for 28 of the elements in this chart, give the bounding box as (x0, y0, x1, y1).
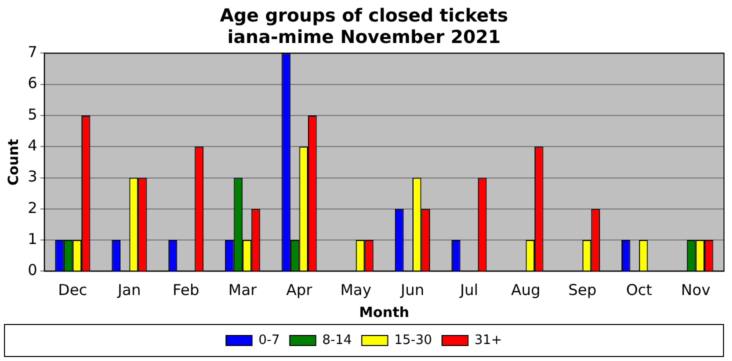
legend-label: 31+ (474, 332, 502, 348)
y-axis-title: Count (6, 138, 22, 186)
x-tick-label: Jun (400, 281, 424, 300)
x-axis-title: Month (359, 305, 410, 322)
y-tick-label: 3 (28, 168, 38, 186)
x-tick-label: Apr (286, 281, 314, 300)
x-tick-label: Feb (172, 281, 200, 300)
y-tick-label: 7 (28, 43, 38, 62)
x-tick-label: Nov (681, 281, 710, 300)
x-tick-label: Dec (58, 281, 88, 300)
x-tick-label: Aug (511, 281, 540, 300)
legend-label: 8-14 (322, 332, 352, 348)
x-tick-label: Jan (116, 281, 141, 300)
y-tick-label: 5 (28, 105, 38, 124)
x-tick-label: Sep (568, 281, 597, 300)
x-tick-label: May (340, 281, 372, 300)
legend-label: 15-30 (394, 332, 432, 348)
y-tick-label: 4 (28, 136, 38, 155)
x-tick-label: Jul (459, 281, 478, 300)
chart-title: Age groups of closed tickets (220, 5, 508, 26)
y-tick-label: 0 (28, 261, 38, 280)
x-tick-label: Mar (228, 281, 258, 300)
chart-subtitle: iana-mime November 2021 (227, 27, 501, 48)
y-tick-label: 2 (28, 198, 38, 217)
x-tick-label: Oct (626, 281, 652, 300)
y-tick-label: 1 (28, 230, 38, 248)
legend-label: 0-7 (258, 332, 280, 348)
y-tick-label: 6 (28, 74, 38, 92)
